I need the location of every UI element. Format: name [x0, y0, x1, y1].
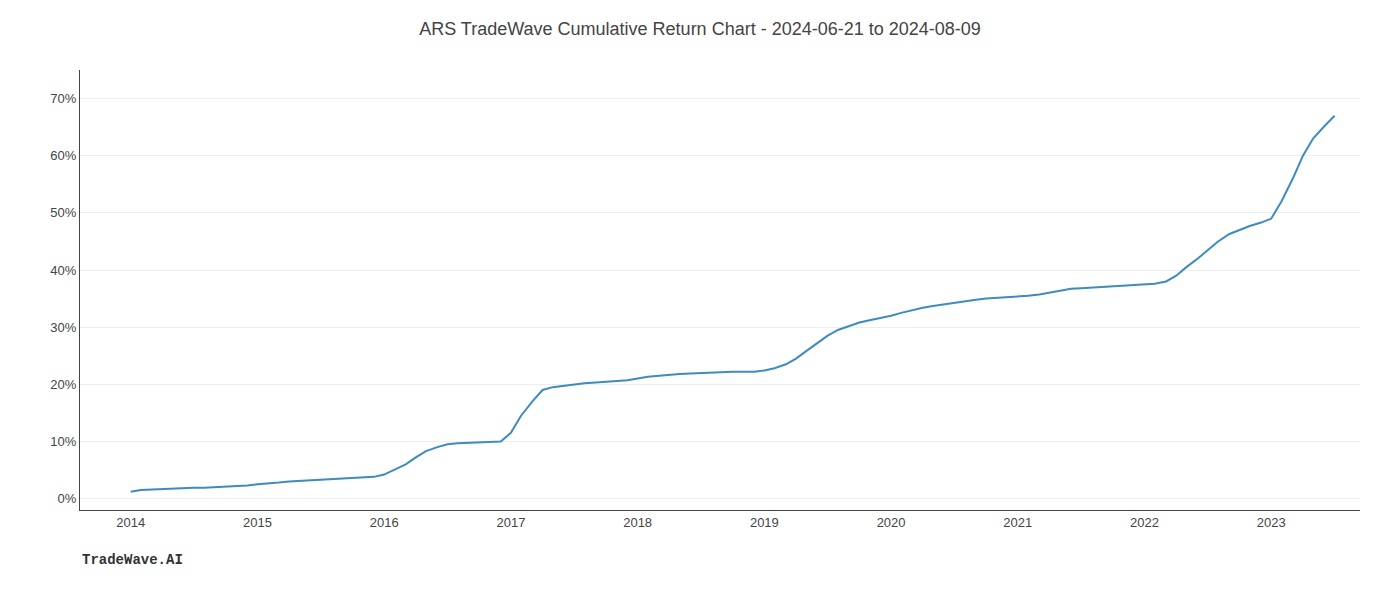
- svg-text:2018: 2018: [623, 515, 652, 530]
- svg-text:2015: 2015: [243, 515, 272, 530]
- svg-text:20%: 20%: [50, 377, 76, 392]
- svg-text:2020: 2020: [877, 515, 906, 530]
- svg-text:2014: 2014: [116, 515, 145, 530]
- svg-text:2019: 2019: [750, 515, 779, 530]
- svg-text:2022: 2022: [1130, 515, 1159, 530]
- svg-text:2021: 2021: [1003, 515, 1032, 530]
- svg-text:2017: 2017: [496, 515, 525, 530]
- svg-text:TradeWave.AI: TradeWave.AI: [82, 552, 183, 568]
- svg-text:ARS TradeWave Cumulative Retur: ARS TradeWave Cumulative Return Chart - …: [419, 19, 981, 39]
- svg-text:10%: 10%: [50, 434, 76, 449]
- svg-text:40%: 40%: [50, 263, 76, 278]
- svg-text:30%: 30%: [50, 320, 76, 335]
- svg-text:70%: 70%: [50, 91, 76, 106]
- svg-text:0%: 0%: [58, 491, 77, 506]
- svg-text:50%: 50%: [50, 205, 76, 220]
- svg-text:60%: 60%: [50, 148, 76, 163]
- svg-text:2016: 2016: [370, 515, 399, 530]
- svg-text:2023: 2023: [1257, 515, 1286, 530]
